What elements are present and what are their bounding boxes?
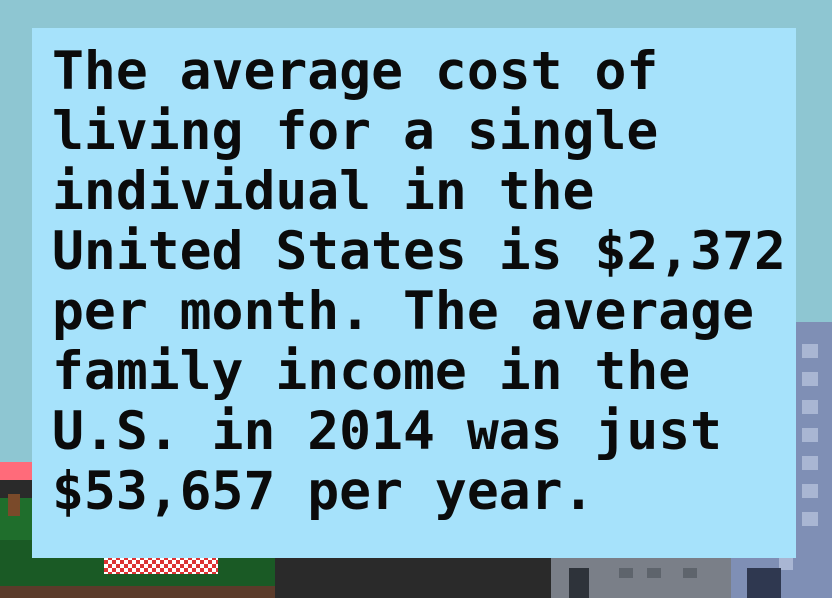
- shop-front: [0, 480, 34, 498]
- person-sprite: [8, 494, 20, 516]
- dialog-line: U.S. in 2014 was just: [52, 401, 723, 462]
- dirt-path: [0, 586, 275, 598]
- building-door: [747, 568, 781, 598]
- building-window: [802, 512, 818, 526]
- building-window: [802, 428, 818, 442]
- building-window: [779, 558, 793, 570]
- building-window: [647, 568, 661, 578]
- dialog-line: living for a single: [52, 101, 659, 162]
- dialog-line: family income in the: [52, 341, 691, 402]
- dialog-line: The average cost of: [52, 41, 659, 102]
- building-window: [802, 344, 818, 358]
- building-window: [802, 484, 818, 498]
- dialog-line: individual in the: [52, 161, 595, 222]
- building-window: [619, 568, 633, 578]
- building-window: [802, 372, 818, 386]
- dialog-line: United States is $2,372: [52, 221, 786, 282]
- dialog-line: per month. The average: [52, 281, 754, 342]
- dialog-line: $53,657 per year.: [52, 461, 595, 522]
- dialog-box[interactable]: The average cost of living for a single …: [32, 28, 796, 558]
- building-window: [802, 400, 818, 414]
- picnic-blanket: [104, 556, 218, 574]
- building-window: [683, 568, 697, 578]
- building-window: [802, 456, 818, 470]
- building-door: [569, 568, 589, 598]
